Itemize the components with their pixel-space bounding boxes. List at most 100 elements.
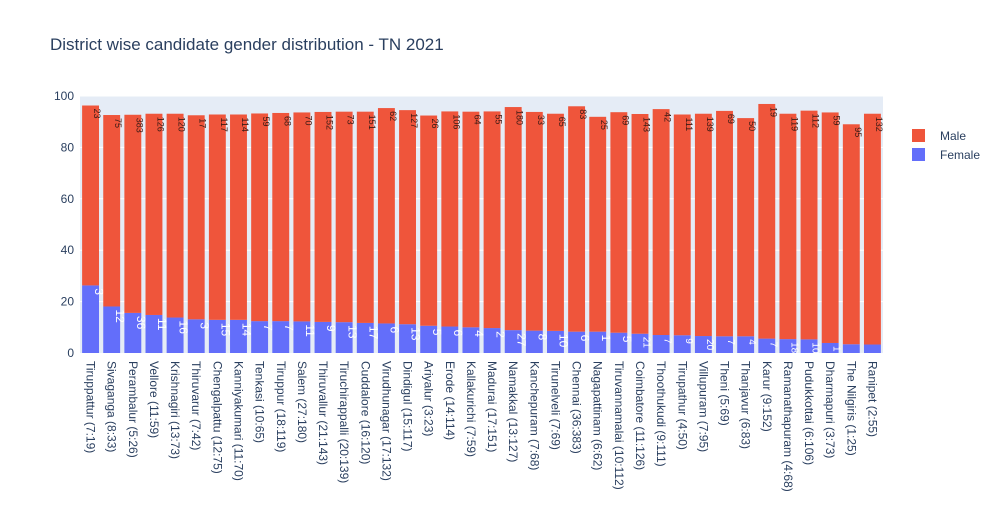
x-tick-label: Tiruppattur (7:19) [84,361,98,453]
y-tick-label: 80 [61,140,75,154]
bar-label-male: 114 [240,118,250,132]
bar-female [758,338,776,353]
bar-label-male: 50 [747,121,757,131]
x-tick-label: The Nilgiris (1:25) [844,361,858,456]
bar-female [589,331,607,353]
bar-male [652,109,670,336]
x-tick-label: Salem (27:180) [295,361,309,443]
bar-female [420,325,438,353]
x-tick-label: Ariyalur (3:23) [422,361,436,436]
x-tick-label: Ramanathapuram (4:68) [781,361,795,492]
bar-male [335,111,353,323]
bar-label-female: 10 [557,334,571,348]
bar-label-female: 14 [240,323,254,337]
bar-label-female: 36 [134,316,148,330]
bar-female [293,321,311,353]
x-tick-label: Pudukkottai (6:106) [802,361,816,465]
bar-male [779,113,797,340]
legend-swatch[interactable] [912,148,925,161]
bar-label-male: 73 [346,115,356,125]
legend-swatch[interactable] [912,129,925,142]
bar-male [547,113,564,331]
bar-male [103,115,121,307]
bar-label-male: 111 [684,118,694,132]
bar-label-male: 70 [303,115,313,125]
bar-female [462,327,480,353]
bar-male [694,113,712,337]
bar-label-male: 75 [113,118,123,128]
bar-female [124,312,142,353]
bar-male [399,110,416,325]
legend-label[interactable]: Male [940,129,966,143]
y-tick-label: 60 [61,192,75,206]
bar-label-female: 8 [536,334,550,341]
x-tick-label: Thiruvallur (21:143) [316,361,330,465]
y-tick-label: 40 [61,243,75,257]
bar-female [251,321,269,353]
bar-label-female: 13 [409,327,423,341]
bar-label-male: 139 [705,117,715,132]
bar-label-male: 383 [134,118,144,133]
bar-label-male: 59 [832,115,842,125]
bar-male [187,115,205,320]
bar-male [758,103,776,339]
bar-label-female: 12 [113,309,127,323]
bar-male [166,113,184,318]
x-tick-label: Thanjavur (6:83) [739,361,753,449]
x-tick-label: Chengalpattu (12:75) [210,361,224,474]
x-tick-label: Tirupathur (4:50) [675,361,689,450]
bar-male [800,110,818,340]
bar-label-female: 11 [155,318,169,331]
bar-label-female: 2 [493,331,507,338]
bar-male [589,116,607,332]
bar-label-male: 64 [472,115,482,125]
y-tick-label: 20 [61,295,75,309]
bar-label-female: 7 [662,338,673,344]
bar-label-male: 62 [388,111,398,121]
x-tick-label: Thiruvarur (7:42) [189,361,203,450]
bar-label-female: 20 [704,339,715,351]
bar-label-male: 152 [325,115,335,130]
bar-male [737,118,755,337]
x-tick-label: Theni (5:69) [718,361,732,426]
bar-label-male: 127 [409,113,419,128]
bar-male [293,112,311,322]
bar-label-male: 95 [853,127,863,137]
bar-label-male: 17 [198,118,208,128]
x-tick-label: Tiruppur (18:119) [274,361,288,452]
bar-label-female: 17 [366,326,380,340]
x-tick-label: Tiruchirappalli (20:139) [337,361,351,483]
bar-label-female: 15 [219,323,233,337]
bar-female [187,319,205,353]
bar-label-female: 18 [788,342,799,354]
x-tick-label: Kanniyakumari (11:70) [231,361,245,481]
bar-male [842,124,860,345]
bar-female [800,339,818,353]
bar-label-male: 25 [599,120,609,130]
bar-label-male: 151 [367,115,377,130]
bar-female [631,333,649,353]
bar-female [525,330,543,353]
legend: Male Female [912,129,980,162]
bar-male [568,106,586,332]
x-tick-label: Virudhunagar (17:132) [379,361,393,481]
bar-female [547,330,564,353]
bar-label-male: 126 [155,117,165,132]
x-tick-label: Kallakurichi (7:59) [464,361,478,457]
bar-male [145,113,163,315]
bar-female [166,317,184,353]
bar-label-female: 1 [599,335,613,342]
legend-label[interactable]: Female [940,148,980,162]
bar-male [504,107,522,331]
bar-male [673,114,691,336]
x-tick-label: Krishnagiri (13:73) [168,361,182,459]
bar-label-female: 7 [282,324,296,331]
bar-male [483,111,501,329]
bar-female [399,324,416,353]
bar-label-male: 42 [663,112,673,122]
x-tick-label: Chennai (36:383) [570,361,584,454]
bar-label-male: 119 [789,117,799,131]
bar-female [652,335,670,353]
bar-female [610,332,628,353]
bar-female [568,331,586,353]
